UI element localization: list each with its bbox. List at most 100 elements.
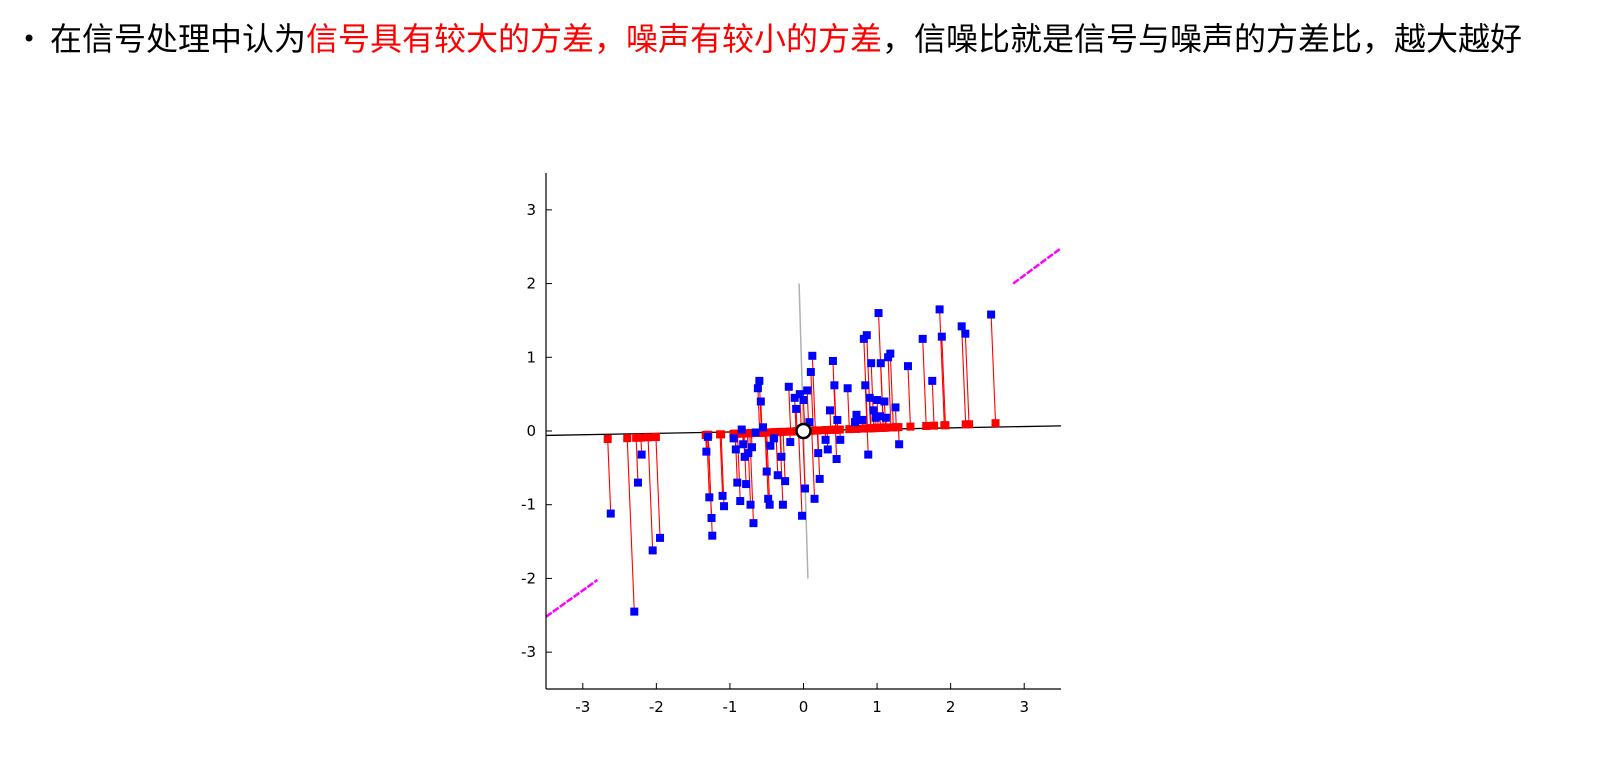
data-point <box>814 449 823 458</box>
y-tick-label: -1 <box>521 496 536 514</box>
projection-line <box>866 428 869 455</box>
projection-line <box>864 385 868 429</box>
dashed-segment <box>1012 247 1062 285</box>
data-point <box>784 382 793 391</box>
projection-line <box>798 431 803 516</box>
data-point <box>756 397 765 406</box>
data-point <box>759 423 768 432</box>
projection-line <box>655 437 661 538</box>
projected-point <box>965 420 974 429</box>
data-point <box>957 322 966 331</box>
data-point <box>748 443 756 452</box>
x-tick-label: -3 <box>575 698 590 716</box>
data-point <box>821 435 830 444</box>
data-point <box>729 434 738 443</box>
data-point <box>766 441 775 450</box>
projection-line <box>719 434 724 496</box>
projected-point <box>733 429 742 438</box>
data-point <box>895 440 904 449</box>
data-point <box>867 359 876 368</box>
data-point <box>871 413 880 422</box>
projected-point <box>826 425 835 434</box>
data-point <box>861 381 870 390</box>
data-point <box>795 390 804 399</box>
data-point <box>852 410 861 419</box>
data-point <box>737 425 746 434</box>
data-point <box>739 440 748 449</box>
data-point <box>792 404 801 413</box>
projected-point <box>858 424 867 433</box>
projection-line <box>941 336 946 426</box>
data-point <box>705 493 714 502</box>
projection-line <box>939 309 945 426</box>
data-point <box>987 310 996 319</box>
data-point <box>873 396 882 405</box>
data-point <box>790 393 799 402</box>
data-point <box>799 396 808 405</box>
bullet-text-after: ，信噪比就是信号与噪声的方差比，越大越好 <box>882 20 1523 58</box>
mean-center-marker <box>795 422 812 440</box>
data-point <box>881 413 890 422</box>
projected-point <box>632 433 641 442</box>
data-point <box>753 384 762 393</box>
projected-point <box>603 434 612 443</box>
data-point <box>935 305 944 314</box>
projected-point <box>807 426 816 435</box>
data-point <box>630 607 639 616</box>
projection-line <box>834 429 838 460</box>
data-point <box>805 418 814 427</box>
projection-line <box>922 338 927 427</box>
data-point <box>731 445 740 454</box>
data-point <box>765 500 774 509</box>
projection-line <box>794 397 797 432</box>
data-point <box>836 435 845 444</box>
projected-point <box>623 434 632 443</box>
data-point <box>749 519 758 528</box>
data-point <box>773 471 782 480</box>
data-point <box>851 418 859 427</box>
projected-point <box>785 427 794 436</box>
data-point <box>928 376 937 385</box>
data-point <box>786 438 795 447</box>
projection-line <box>887 357 892 428</box>
projected-point <box>779 427 788 436</box>
projected-point <box>644 433 653 442</box>
data-point <box>606 509 615 518</box>
projected-point <box>845 425 854 434</box>
data-point <box>770 434 779 443</box>
data-point <box>828 356 837 365</box>
dashed-segment <box>545 578 599 618</box>
projected-point <box>745 429 754 438</box>
data-point <box>918 334 927 343</box>
projection-line <box>779 431 784 505</box>
data-point <box>886 349 895 358</box>
y-tick-label: -3 <box>521 643 536 661</box>
projection-line <box>961 326 967 425</box>
projected-point <box>813 426 822 435</box>
projection-line <box>990 314 997 424</box>
projection-line <box>907 366 911 427</box>
projected-point <box>922 421 931 430</box>
data-point <box>961 329 970 338</box>
data-point <box>937 332 946 341</box>
bullet-text: 在信号处理中认为信号具有较大的方差，噪声有较小的方差，信噪比就是信号与噪声的方差… <box>22 16 1562 62</box>
data-point <box>755 376 764 385</box>
x-tick-label: 0 <box>799 698 809 716</box>
data-point <box>891 403 900 412</box>
projection-line <box>626 438 635 612</box>
projected-point <box>835 425 844 434</box>
projection-line <box>964 333 970 425</box>
projected-point <box>906 422 915 431</box>
projection-line <box>847 388 850 430</box>
data-point <box>815 474 824 483</box>
projected-point <box>853 424 862 433</box>
y-tick-label: 1 <box>526 348 536 366</box>
data-point <box>736 497 745 506</box>
data-point <box>764 494 773 503</box>
data-point <box>777 452 786 461</box>
axes: -3 -2 -1 0 1 2 3 -3 -2 -1 0 1 2 3 <box>521 173 1061 716</box>
data-point <box>865 393 874 402</box>
data-point <box>656 533 665 542</box>
data-point <box>720 502 729 511</box>
